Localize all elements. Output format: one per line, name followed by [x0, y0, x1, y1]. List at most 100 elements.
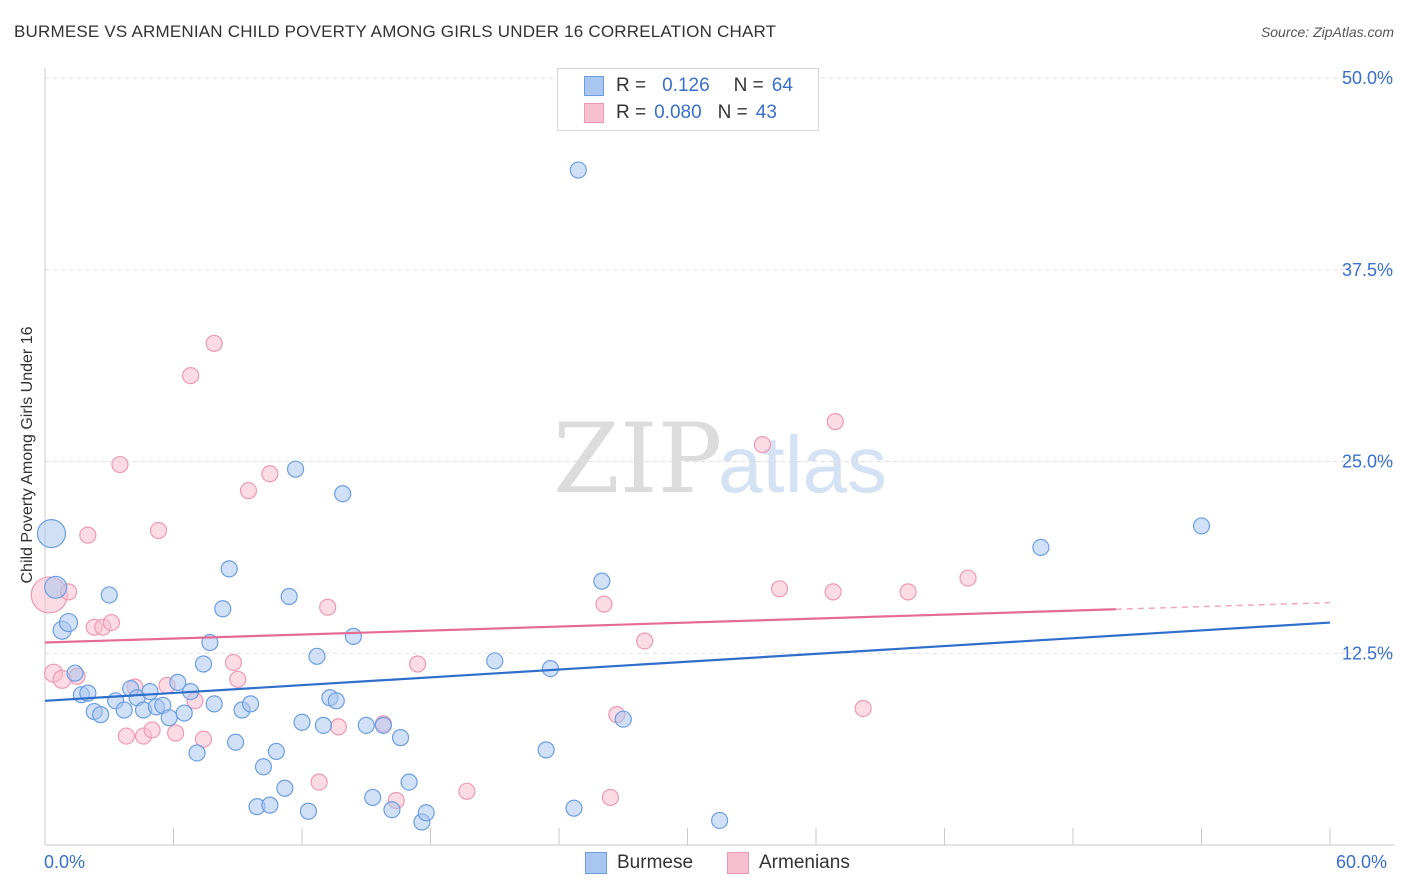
- armenian-point: [824, 583, 842, 601]
- burmese-point: [308, 647, 326, 665]
- y-tick-label: 50.0%: [1342, 68, 1393, 88]
- bottom-legend-label: Armenians: [759, 852, 850, 873]
- armenian-point: [167, 724, 185, 742]
- burmese-point: [565, 799, 583, 817]
- armenian-point: [319, 598, 337, 616]
- burmese-point: [327, 692, 345, 710]
- armenian-point: [899, 583, 917, 601]
- armenian-point: [261, 465, 279, 483]
- armenian-point: [102, 613, 120, 632]
- burmese-point: [242, 695, 260, 713]
- legend-r-label: R =: [616, 75, 647, 96]
- burmese-point: [227, 733, 245, 751]
- armenian-point: [753, 436, 772, 454]
- burmese-point: [1032, 538, 1050, 557]
- armenian-point: [826, 413, 844, 431]
- burmese-point: [280, 587, 298, 606]
- burmese-point: [293, 713, 311, 731]
- armenian-point: [149, 521, 168, 540]
- burmese-trend-line: [44, 621, 1331, 702]
- legend-n-label: N =: [717, 102, 748, 123]
- burmese-point: [261, 796, 279, 814]
- burmese-swatch: [584, 76, 604, 96]
- burmese-point: [417, 804, 435, 822]
- burmese-point: [391, 729, 410, 747]
- armenian-point: [458, 782, 476, 800]
- armenian-swatch: [727, 852, 749, 874]
- y-tick-labels: 12.5% 25.0% 37.5% 50.0%: [1342, 68, 1393, 663]
- burmese-point: [537, 741, 555, 759]
- burmese-point: [115, 701, 133, 719]
- armenian-point: [601, 788, 620, 807]
- armenian-point: [310, 773, 328, 791]
- burmese-point: [276, 779, 294, 797]
- burmese-point: [66, 664, 84, 682]
- burmese-point: [175, 704, 193, 722]
- burmese-point: [267, 742, 285, 761]
- burmese-point: [220, 560, 238, 578]
- trend-lines: [44, 601, 1331, 702]
- axes: [44, 68, 1395, 846]
- watermark-atlas: atlas: [718, 420, 887, 509]
- burmese-point: [286, 460, 305, 478]
- burmese-point: [314, 716, 333, 734]
- x-tick-label-max: 60.0%: [1336, 852, 1388, 872]
- burmese-point: [364, 788, 382, 807]
- legend-r-label: R =: [616, 102, 647, 123]
- burmese-point: [486, 652, 504, 670]
- armenian-point: [239, 482, 258, 500]
- legend-n-label: N =: [733, 75, 764, 96]
- burmese-point: [169, 673, 187, 691]
- bottom-legend-burmese: Burmese: [585, 852, 693, 874]
- armenian-point: [182, 366, 200, 385]
- burmese-point: [44, 575, 68, 599]
- armenian-point: [854, 699, 872, 718]
- armenian-trend-line: [44, 608, 1116, 644]
- burmese-point: [58, 612, 79, 633]
- armenian-swatch: [584, 103, 604, 123]
- bottom-legend-armenians: Armenians: [727, 852, 850, 874]
- grid-lines: [45, 77, 1395, 654]
- burmese-point: [160, 709, 178, 727]
- armenian-point: [79, 526, 97, 544]
- y-tick-label: 25.0%: [1342, 452, 1393, 472]
- armenian-point: [329, 718, 348, 736]
- burmese-point: [614, 710, 632, 728]
- armenian-point: [117, 727, 135, 745]
- burmese-point: [205, 695, 223, 713]
- burmese-point: [92, 706, 110, 724]
- burmese-points: [36, 161, 1211, 831]
- source-label: Source: ZipAtlas.com: [1260, 24, 1394, 40]
- legend-n-value: 43: [755, 102, 777, 123]
- x-tick-label-min: 0.0%: [44, 852, 86, 872]
- armenian-point: [770, 580, 789, 598]
- armenian-point: [595, 595, 613, 613]
- armenian-point: [205, 334, 223, 352]
- legend-r-value: 0.126: [662, 75, 710, 96]
- bottom-legend-label: Burmese: [617, 852, 694, 873]
- armenian-point: [959, 569, 977, 587]
- burmese-point: [593, 572, 611, 590]
- armenian-points: [30, 334, 977, 810]
- burmese-point: [100, 586, 118, 604]
- burmese-point: [569, 161, 587, 179]
- burmese-point: [711, 811, 729, 830]
- armenian-point: [194, 730, 213, 748]
- stats-legend: R = 0.126 N = 64 R = 0.080 N = 43: [557, 68, 819, 131]
- armenian-point: [409, 655, 427, 673]
- legend-row-armenians: R = 0.080 N = 43: [584, 101, 777, 125]
- burmese-swatch: [585, 852, 607, 874]
- legend-n-value: 64: [771, 75, 793, 96]
- burmese-point: [357, 716, 375, 734]
- armenian-point: [143, 721, 161, 739]
- burmese-point: [254, 758, 273, 776]
- y-tick-label: 12.5%: [1342, 643, 1393, 663]
- armenian-trend-extension: [1115, 601, 1331, 611]
- burmese-point: [334, 485, 352, 503]
- legend-r-value: 0.080: [654, 102, 702, 123]
- burmese-point: [1192, 517, 1211, 535]
- burmese-point: [214, 600, 232, 618]
- armenian-point: [111, 455, 129, 474]
- burmese-point: [299, 802, 318, 820]
